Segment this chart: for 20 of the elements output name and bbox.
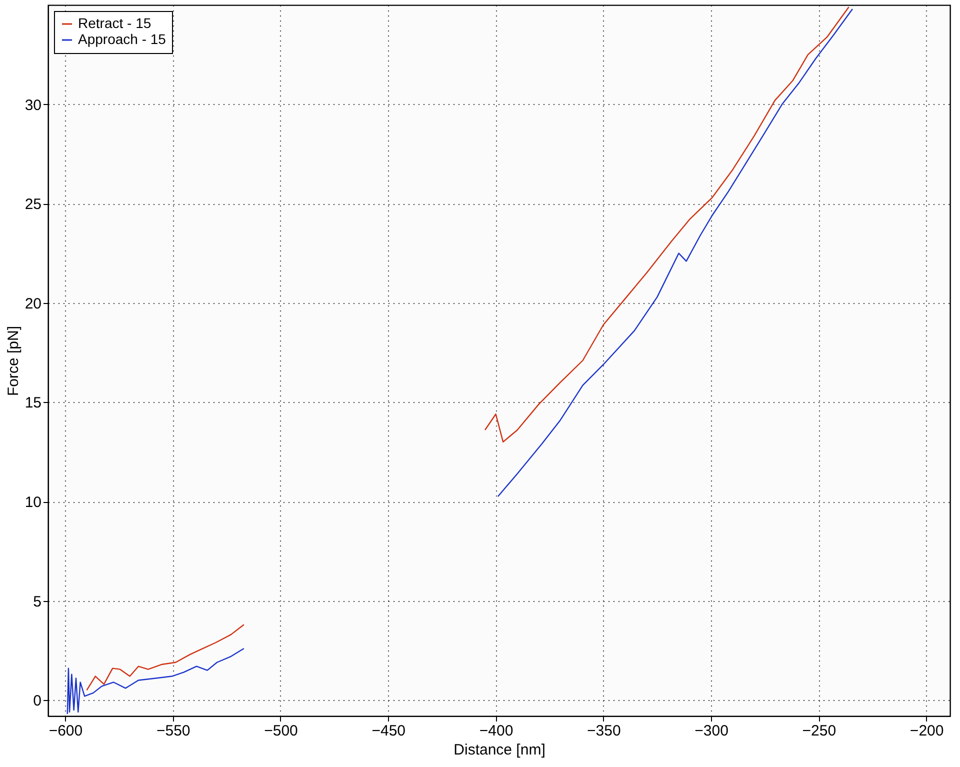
y-tick-label: 10 (24, 494, 42, 512)
legend-label: Approach - 15 (78, 31, 166, 47)
x-tick-label: −400 (479, 722, 514, 740)
x-tick-label: −200 (910, 722, 944, 740)
y-tick-label: 25 (24, 196, 42, 214)
x-tick-label: −550 (156, 722, 190, 740)
legend-label: Retract - 15 (78, 15, 152, 31)
y-tick-label: 20 (24, 295, 42, 312)
y-tick-label: 15 (24, 394, 42, 412)
x-tick-label: −300 (694, 722, 728, 740)
y-tick-label: 0 (33, 692, 42, 710)
y-tick-label: 30 (24, 96, 42, 114)
x-tick-label: −250 (802, 722, 836, 740)
x-tick-label: −600 (48, 722, 83, 740)
x-tick-label: −350 (587, 722, 621, 740)
x-tick-label: −500 (264, 722, 298, 740)
y-tick-label: 5 (33, 593, 42, 610)
y-axis-title: Force [pN] (4, 326, 22, 396)
x-axis-title: Distance [nm] (454, 742, 546, 758)
x-tick-label: −450 (372, 722, 406, 740)
